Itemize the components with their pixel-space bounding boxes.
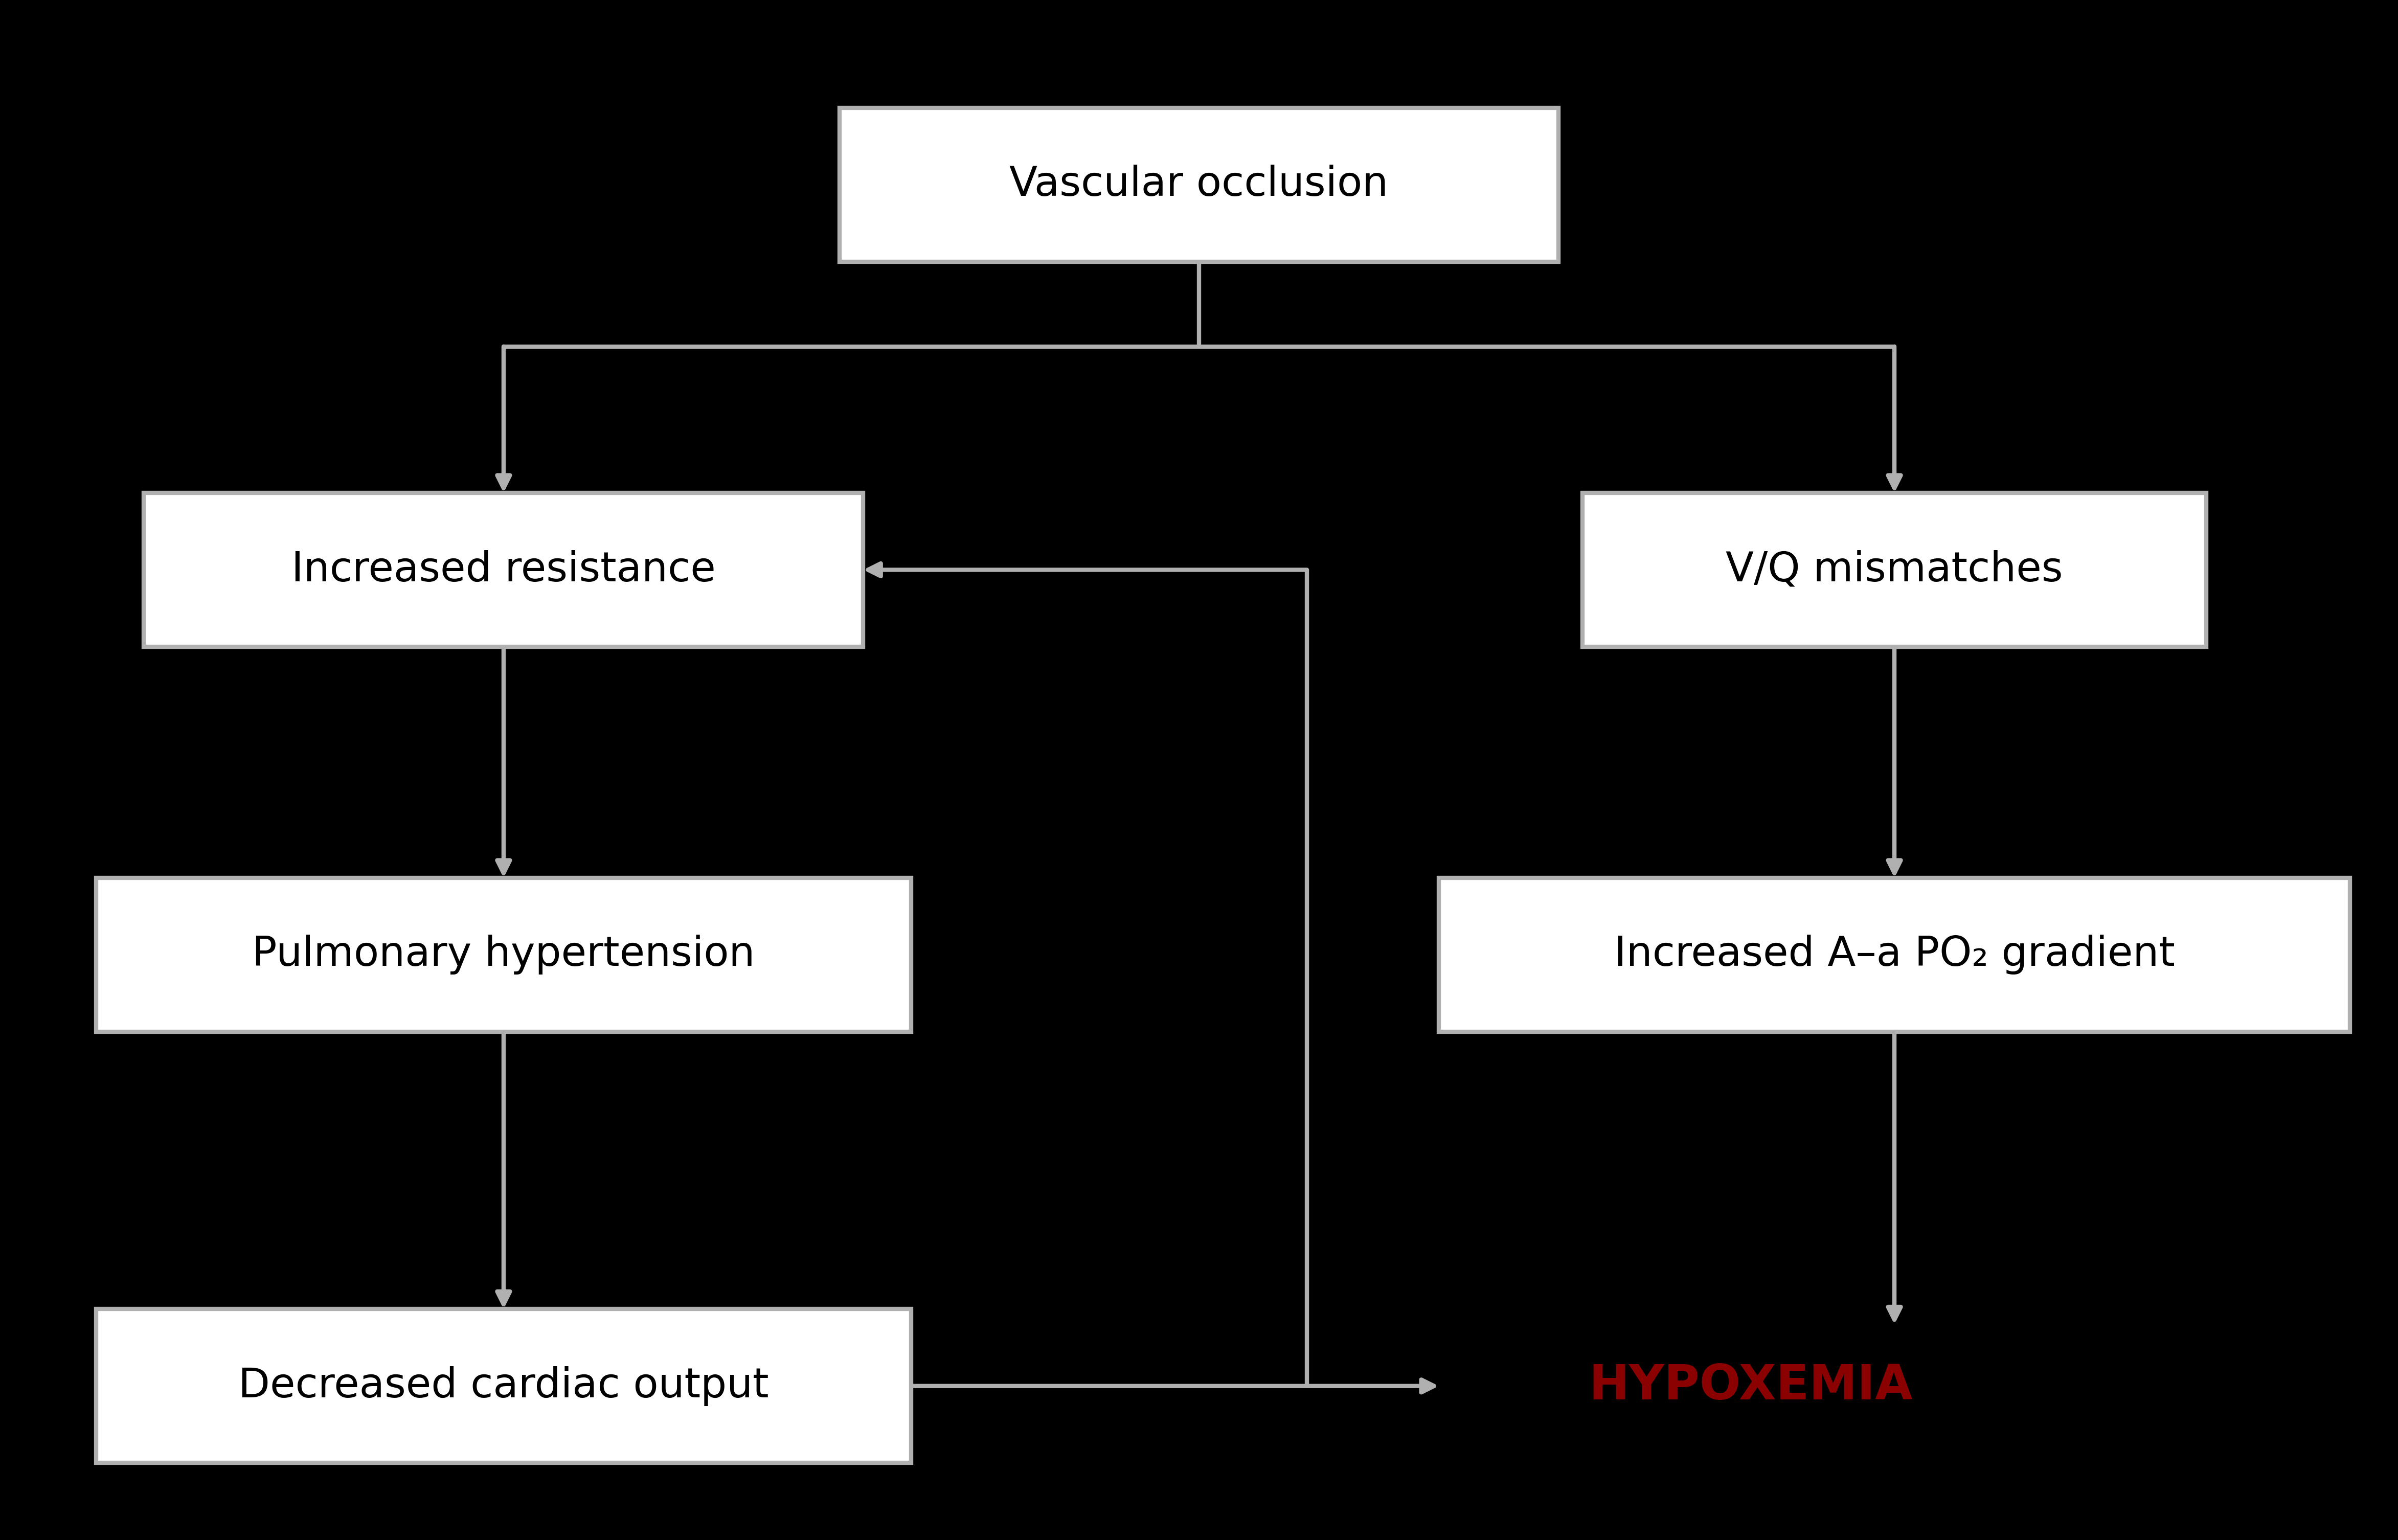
FancyBboxPatch shape	[1583, 493, 2206, 647]
FancyBboxPatch shape	[96, 878, 911, 1032]
Text: HYPOXEMIA: HYPOXEMIA	[1587, 1363, 1914, 1409]
Text: Pulmonary hypertension: Pulmonary hypertension	[252, 935, 755, 975]
Text: Increased A–a PO₂ gradient: Increased A–a PO₂ gradient	[1614, 935, 2175, 975]
FancyBboxPatch shape	[1439, 878, 2350, 1032]
Text: Decreased cardiac output: Decreased cardiac output	[237, 1366, 770, 1406]
FancyBboxPatch shape	[144, 493, 863, 647]
FancyBboxPatch shape	[839, 108, 1559, 262]
Text: Increased resistance: Increased resistance	[293, 550, 715, 590]
FancyBboxPatch shape	[96, 1309, 911, 1463]
Text: V/Q mismatches: V/Q mismatches	[1727, 550, 2062, 590]
Text: Vascular occlusion: Vascular occlusion	[1010, 165, 1388, 205]
